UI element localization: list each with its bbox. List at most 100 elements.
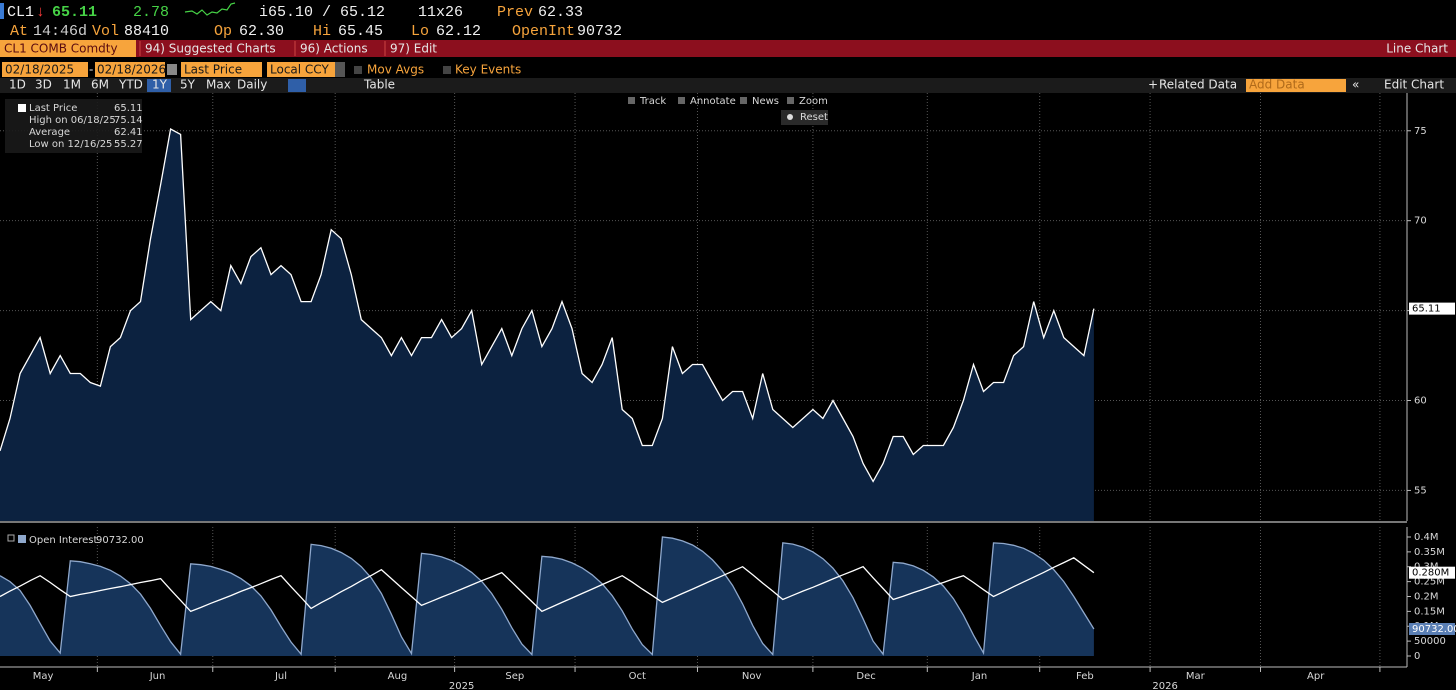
area-fill	[0, 129, 1094, 521]
edit-chart[interactable]: Edit Chart	[1384, 78, 1444, 92]
period-button[interactable]: 3D	[35, 78, 52, 92]
reset-button[interactable]	[781, 110, 828, 125]
add-data[interactable]: Add Data	[1249, 78, 1305, 92]
bid-ask: i65.10 / 65.12	[259, 4, 385, 21]
mov-avgs[interactable]: Mov Avgs	[367, 63, 424, 77]
legend-box	[5, 99, 142, 153]
year-label: 2026	[1152, 681, 1177, 690]
key-events[interactable]: Key Events	[455, 63, 521, 77]
period-button[interactable]: 1M	[63, 78, 81, 92]
field[interactable]: Last Price	[184, 63, 242, 77]
tool-icon	[678, 97, 685, 104]
table-button[interactable]: Table	[363, 78, 395, 92]
tool-icon	[628, 97, 635, 104]
y-tick-label: 0.35M	[1414, 547, 1445, 558]
chart-kind: Line Chart	[1386, 42, 1448, 56]
tool-icon	[740, 97, 747, 104]
legend-label: High on 06/18/25	[29, 115, 116, 126]
tool-button[interactable]: News	[752, 96, 779, 107]
end-box[interactable]	[95, 62, 165, 77]
down-arrow: ↓	[36, 4, 45, 21]
y-tick-label: 55	[1414, 485, 1427, 496]
y-tick-label: 0.2M	[1414, 591, 1439, 602]
y-tick-label: 0	[1414, 651, 1420, 662]
x-tick-label: Mar	[1186, 671, 1206, 682]
collapse-box[interactable]	[7, 534, 15, 542]
area-line	[0, 536, 1095, 657]
start-box[interactable]	[2, 62, 88, 77]
toolbar	[0, 78, 1456, 93]
frequency[interactable]: Daily	[237, 78, 267, 92]
key-events-check[interactable]	[443, 66, 451, 74]
size: 11x26	[418, 4, 463, 21]
period-button[interactable]: 1D	[9, 78, 26, 92]
security[interactable]: CL1 COMB Comdty	[4, 42, 118, 56]
currency-dropdown[interactable]	[335, 62, 345, 77]
y-tick-label: 70	[1414, 216, 1427, 227]
menu-bar	[0, 40, 1456, 57]
menu-item[interactable]: 94) Suggested Charts	[145, 42, 276, 56]
period-button[interactable]: 1Y	[152, 78, 168, 92]
legend-label: Low on 12/16/25	[29, 139, 112, 150]
y-tick-label: 0.25M	[1414, 577, 1445, 588]
period-selected	[147, 79, 171, 92]
menu-items: 94) Suggested Charts 96) Actions 97) Edit	[139, 41, 437, 56]
time: 14:46d	[33, 23, 87, 40]
mov-avgs-check[interactable]	[354, 66, 362, 74]
currency-box[interactable]	[267, 62, 335, 77]
period-button[interactable]: YTD	[118, 78, 143, 92]
at-label: At	[10, 23, 28, 40]
tool-button[interactable]: Annotate	[690, 96, 736, 107]
vol-value: 88410	[124, 23, 169, 40]
period-button[interactable]: 6M	[91, 78, 109, 92]
chart-tools: Track Annotate News Zoom	[628, 96, 828, 107]
last-value-label: 0.280M	[1412, 568, 1449, 579]
related-data[interactable]: Related Data	[1159, 78, 1237, 92]
oi-legend-swatch	[18, 535, 26, 543]
currency[interactable]: Local CCY	[270, 63, 329, 77]
end-date[interactable]: 02/18/2026	[97, 63, 166, 77]
last-price: 65.11	[52, 4, 97, 21]
collapse-icon[interactable]: «	[1352, 78, 1359, 92]
dash: -	[89, 63, 93, 77]
add-data-box[interactable]	[1246, 79, 1346, 92]
menu-item[interactable]: 97) Edit	[390, 42, 437, 56]
x-tick-label: Jan	[971, 671, 987, 682]
focus-marker	[0, 3, 4, 19]
period-button[interactable]: 5Y	[180, 78, 196, 92]
vol-label: Vol	[92, 23, 119, 40]
legend-value: 75.14	[114, 115, 143, 126]
last-value-tag	[1409, 623, 1455, 636]
x-tick-label: Oct	[629, 671, 646, 682]
start-date[interactable]: 02/18/2025	[5, 63, 74, 77]
oi-label: OpenInt	[512, 23, 575, 40]
legend-label: Last Price	[29, 103, 77, 114]
tool-button[interactable]: Zoom	[799, 96, 828, 107]
prev-label: Prev	[497, 4, 533, 21]
area-fill	[0, 537, 1094, 656]
x-tick-label: Jul	[274, 671, 287, 682]
security-box[interactable]	[0, 40, 136, 57]
x-tick-label: Apr	[1307, 671, 1325, 682]
field-box[interactable]	[181, 62, 262, 77]
line-icon[interactable]	[288, 79, 306, 92]
area-line	[0, 128, 1095, 483]
reset[interactable]: Reset	[800, 112, 828, 123]
period-button[interactable]: Max	[206, 78, 231, 92]
open-value: 62.30	[239, 23, 284, 40]
calendar-icon[interactable]	[167, 64, 177, 75]
x-tick-label: Jun	[149, 671, 166, 682]
x-tick-label: Dec	[856, 671, 875, 682]
plus-icon: +	[1148, 78, 1158, 92]
ticker: CL1	[7, 4, 34, 21]
last-value-label: 90732.00	[1412, 624, 1456, 635]
menu-item[interactable]: 96) Actions	[300, 42, 368, 56]
y-tick-label: 50000	[1414, 636, 1446, 647]
sparkline	[184, 2, 236, 16]
line	[0, 557, 1095, 613]
tool-button[interactable]: Track	[639, 96, 666, 107]
last-value-label: 65.11	[1412, 304, 1441, 315]
x-tick-label: Sep	[505, 671, 524, 682]
